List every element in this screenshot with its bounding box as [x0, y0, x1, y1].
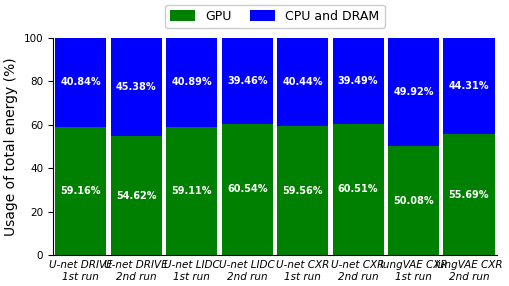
Bar: [166, 127, 217, 255]
Bar: [55, 126, 106, 255]
Bar: [221, 37, 272, 124]
Text: 59.16%: 59.16%: [61, 186, 101, 196]
Y-axis label: Usage of total energy (%): Usage of total energy (%): [4, 57, 18, 236]
Text: 40.84%: 40.84%: [61, 77, 101, 87]
Bar: [332, 124, 383, 255]
Legend: GPU, CPU and DRAM: GPU, CPU and DRAM: [165, 5, 384, 28]
Text: 45.38%: 45.38%: [116, 82, 156, 92]
Text: 60.51%: 60.51%: [337, 184, 378, 194]
Bar: [443, 134, 494, 255]
Text: 49.92%: 49.92%: [392, 87, 433, 97]
Bar: [276, 37, 327, 126]
Bar: [110, 37, 161, 136]
Text: 44.31%: 44.31%: [448, 81, 488, 91]
Text: 40.89%: 40.89%: [171, 77, 212, 87]
Bar: [387, 37, 438, 146]
Bar: [387, 146, 438, 255]
Text: 59.56%: 59.56%: [282, 186, 322, 196]
Text: 39.49%: 39.49%: [337, 76, 378, 86]
Text: 54.62%: 54.62%: [116, 191, 156, 201]
Bar: [443, 37, 494, 134]
Bar: [221, 124, 272, 255]
Text: 50.08%: 50.08%: [392, 196, 433, 206]
Bar: [55, 37, 106, 126]
Text: 40.44%: 40.44%: [282, 77, 322, 87]
Text: 55.69%: 55.69%: [448, 190, 488, 200]
Bar: [332, 37, 383, 124]
Text: 60.54%: 60.54%: [227, 184, 267, 194]
Text: 39.46%: 39.46%: [227, 76, 267, 86]
Bar: [276, 126, 327, 255]
Bar: [110, 136, 161, 255]
Text: 59.11%: 59.11%: [171, 186, 212, 196]
Bar: [166, 37, 217, 127]
